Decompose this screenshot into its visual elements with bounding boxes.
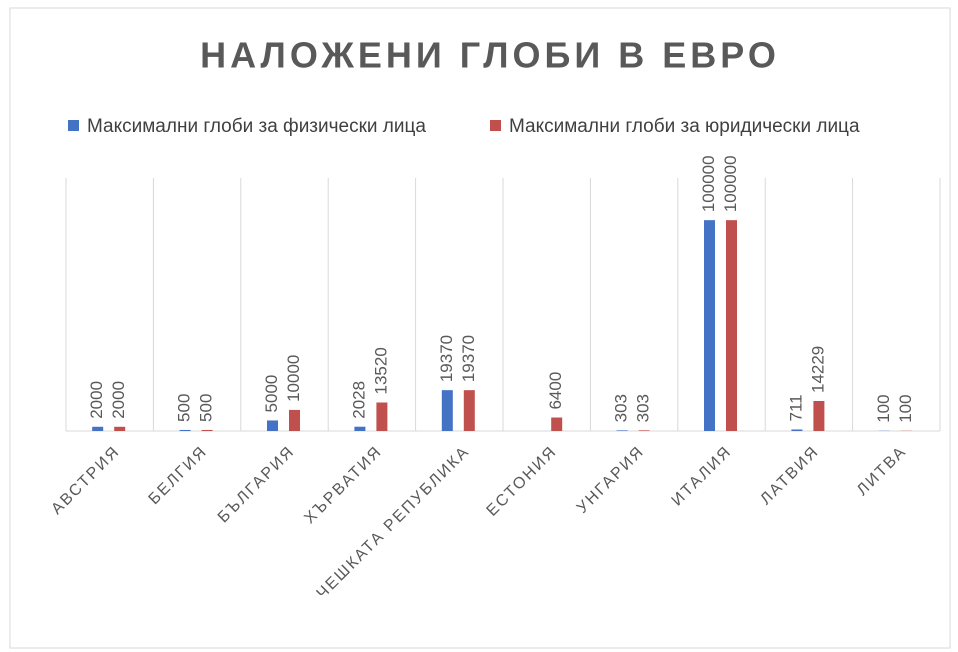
data-label: 10000	[284, 355, 303, 402]
bar	[791, 429, 803, 431]
data-label: 19370	[437, 335, 456, 382]
legend-swatch	[490, 120, 501, 131]
legend-label: Максимални глоби за физически лица	[87, 116, 426, 137]
data-label: 2028	[349, 381, 368, 419]
data-label: 100	[874, 394, 893, 422]
data-label: 19370	[459, 335, 478, 382]
data-label: 303	[634, 394, 653, 422]
chart-title: НАЛОЖЕНИ ГЛОБИ В ЕВРО	[200, 35, 780, 76]
bar	[289, 409, 300, 431]
bar	[267, 420, 278, 431]
data-label: 5000	[262, 375, 281, 413]
data-label: 500	[197, 394, 216, 422]
data-label: 2000	[87, 381, 106, 419]
data-label: 100	[896, 394, 915, 422]
bar	[201, 429, 213, 431]
bar	[726, 220, 737, 431]
bar	[354, 426, 366, 431]
bar	[92, 426, 104, 431]
legend-label: Максимални глоби за юридически лица	[509, 116, 860, 137]
data-label: 100000	[699, 155, 718, 212]
bar	[376, 402, 388, 431]
bar	[463, 390, 475, 431]
bar	[551, 417, 563, 431]
data-label: 13520	[371, 347, 390, 394]
bar	[114, 426, 126, 431]
data-label: 500	[175, 394, 194, 422]
data-label: 6400	[546, 372, 565, 410]
data-label: 100000	[721, 155, 740, 212]
data-label: 303	[612, 394, 631, 422]
legend-swatch	[68, 120, 79, 131]
bar	[616, 430, 628, 431]
data-label: 14229	[808, 346, 827, 393]
data-label: 2000	[109, 381, 128, 419]
data-label: 711	[786, 394, 805, 421]
bar	[179, 429, 191, 431]
chart-border	[9, 7, 951, 649]
bar	[638, 430, 650, 431]
bar	[704, 220, 715, 431]
bar	[441, 390, 453, 431]
bar	[813, 401, 825, 431]
